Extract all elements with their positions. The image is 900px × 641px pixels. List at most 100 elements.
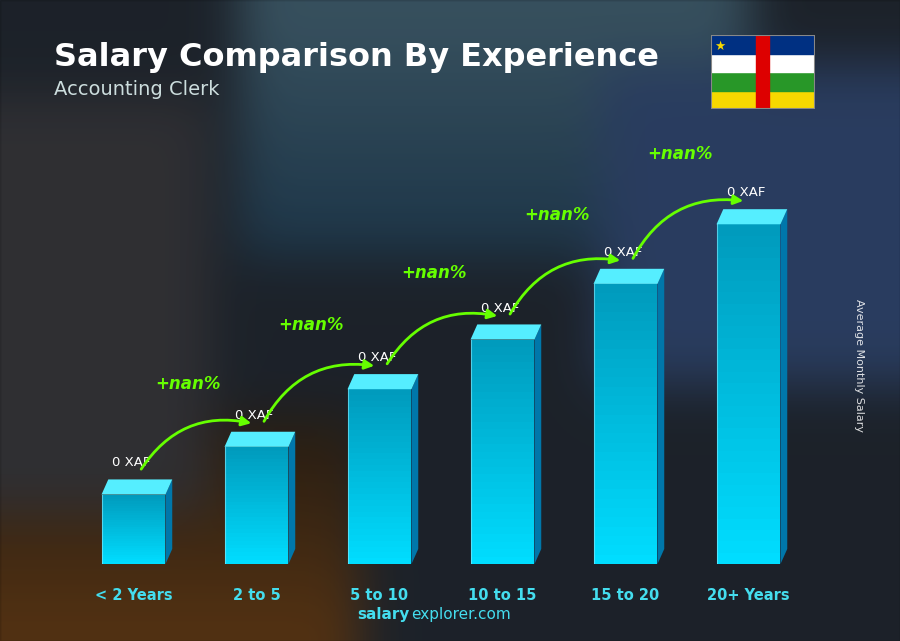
Polygon shape (102, 534, 166, 537)
Text: +nan%: +nan% (401, 264, 467, 282)
Polygon shape (593, 358, 658, 368)
Polygon shape (471, 347, 535, 354)
Polygon shape (471, 467, 535, 474)
Polygon shape (471, 429, 535, 437)
Polygon shape (716, 326, 780, 338)
Polygon shape (471, 519, 535, 527)
Polygon shape (102, 499, 166, 501)
Polygon shape (347, 401, 411, 406)
Polygon shape (471, 460, 535, 467)
Text: explorer.com: explorer.com (411, 607, 511, 622)
Polygon shape (471, 362, 535, 369)
Polygon shape (593, 321, 658, 331)
Polygon shape (102, 531, 166, 534)
Polygon shape (716, 394, 780, 406)
Polygon shape (224, 474, 289, 478)
Text: 0 XAF: 0 XAF (235, 409, 273, 422)
Polygon shape (224, 560, 289, 564)
Polygon shape (471, 399, 535, 407)
Polygon shape (471, 414, 535, 422)
Text: 15 to 20: 15 to 20 (591, 588, 660, 603)
Polygon shape (716, 383, 780, 394)
Polygon shape (224, 458, 289, 462)
Text: +nan%: +nan% (156, 375, 221, 393)
Polygon shape (716, 553, 780, 564)
Polygon shape (224, 517, 289, 521)
Text: 10 to 15: 10 to 15 (468, 588, 536, 603)
Polygon shape (102, 511, 166, 513)
Polygon shape (224, 451, 289, 454)
Text: 0 XAF: 0 XAF (357, 351, 396, 364)
Polygon shape (716, 519, 780, 530)
Polygon shape (716, 530, 780, 542)
Polygon shape (102, 497, 166, 499)
Polygon shape (593, 396, 658, 405)
Bar (711, 90, 814, 109)
Polygon shape (102, 537, 166, 538)
Polygon shape (471, 392, 535, 399)
Polygon shape (471, 549, 535, 556)
Polygon shape (347, 506, 411, 512)
Polygon shape (716, 236, 780, 247)
Text: Accounting Clerk: Accounting Clerk (54, 80, 220, 99)
Polygon shape (593, 415, 658, 424)
Polygon shape (716, 451, 780, 462)
Polygon shape (102, 557, 166, 560)
Bar (756, 35, 770, 109)
Polygon shape (716, 209, 788, 224)
Polygon shape (224, 486, 289, 490)
Polygon shape (224, 537, 289, 540)
Text: +nan%: +nan% (278, 315, 344, 333)
Polygon shape (593, 378, 658, 387)
Polygon shape (166, 479, 172, 564)
Polygon shape (102, 527, 166, 529)
Polygon shape (593, 536, 658, 545)
Bar (711, 72, 814, 90)
Polygon shape (716, 440, 780, 451)
Polygon shape (347, 395, 411, 401)
Polygon shape (347, 535, 411, 541)
Polygon shape (347, 374, 419, 389)
Polygon shape (471, 556, 535, 564)
Polygon shape (593, 470, 658, 480)
Polygon shape (716, 474, 780, 485)
Polygon shape (658, 269, 664, 564)
Polygon shape (716, 304, 780, 315)
Polygon shape (593, 368, 658, 378)
Polygon shape (471, 324, 541, 340)
Polygon shape (593, 499, 658, 508)
Polygon shape (102, 522, 166, 525)
Polygon shape (224, 478, 289, 482)
Polygon shape (224, 529, 289, 533)
Polygon shape (347, 406, 411, 413)
Polygon shape (347, 453, 411, 459)
Bar (711, 35, 814, 54)
Polygon shape (224, 545, 289, 549)
Polygon shape (102, 555, 166, 557)
Polygon shape (411, 374, 418, 564)
Polygon shape (102, 538, 166, 541)
Polygon shape (716, 247, 780, 258)
Polygon shape (102, 529, 166, 531)
Polygon shape (347, 529, 411, 535)
Polygon shape (224, 494, 289, 497)
Polygon shape (347, 512, 411, 517)
Polygon shape (593, 284, 658, 293)
Polygon shape (347, 436, 411, 442)
Polygon shape (471, 444, 535, 452)
Polygon shape (716, 224, 780, 236)
Polygon shape (347, 494, 411, 500)
Polygon shape (593, 462, 658, 470)
Polygon shape (224, 533, 289, 537)
Polygon shape (471, 422, 535, 429)
Polygon shape (347, 424, 411, 430)
Polygon shape (102, 548, 166, 550)
Polygon shape (716, 406, 780, 417)
Polygon shape (102, 553, 166, 555)
Polygon shape (347, 477, 411, 483)
Polygon shape (224, 540, 289, 545)
Polygon shape (593, 508, 658, 517)
Polygon shape (716, 315, 780, 326)
Polygon shape (593, 293, 658, 303)
Text: 0 XAF: 0 XAF (112, 456, 150, 469)
